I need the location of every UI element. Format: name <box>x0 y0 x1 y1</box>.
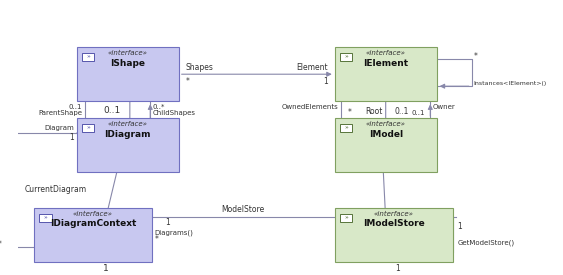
Text: Element: Element <box>297 63 328 72</box>
Text: Diagram: Diagram <box>44 125 74 131</box>
Text: Diagrams(): Diagrams() <box>155 229 194 236</box>
Text: *: * <box>474 52 477 61</box>
Text: 0..1: 0..1 <box>412 110 425 116</box>
Text: »: » <box>87 125 90 130</box>
Text: «interface»: «interface» <box>108 121 148 127</box>
Text: IModel: IModel <box>369 130 403 139</box>
Text: *: * <box>155 235 159 244</box>
Text: «interface»: «interface» <box>374 211 414 217</box>
Text: «interface»: «interface» <box>73 211 113 217</box>
Text: »: » <box>87 54 90 60</box>
Text: »: » <box>345 54 348 60</box>
Text: 1: 1 <box>395 263 400 273</box>
Text: 1: 1 <box>69 133 74 142</box>
Text: *: * <box>185 76 189 86</box>
FancyBboxPatch shape <box>82 53 95 61</box>
Text: GetModelStore(): GetModelStore() <box>457 240 514 246</box>
Text: IDiagramContext: IDiagramContext <box>50 219 136 229</box>
Text: IElement: IElement <box>363 59 408 68</box>
FancyBboxPatch shape <box>34 208 152 262</box>
FancyBboxPatch shape <box>77 47 179 101</box>
FancyBboxPatch shape <box>334 118 437 172</box>
Text: 1: 1 <box>103 264 109 273</box>
FancyBboxPatch shape <box>77 118 179 172</box>
Text: 1: 1 <box>166 218 170 227</box>
Text: Instances<IElement>(): Instances<IElement>() <box>474 81 547 86</box>
FancyBboxPatch shape <box>334 208 453 262</box>
FancyBboxPatch shape <box>340 214 352 222</box>
Text: 0..1: 0..1 <box>69 104 82 111</box>
Text: «interface»: «interface» <box>366 50 406 56</box>
Text: IShape: IShape <box>110 59 145 68</box>
Text: ModelStore: ModelStore <box>222 205 265 214</box>
FancyBboxPatch shape <box>82 124 95 132</box>
FancyBboxPatch shape <box>334 47 437 101</box>
Text: »: » <box>345 215 348 220</box>
Text: IDiagram: IDiagram <box>105 130 151 139</box>
Text: OwnedElements: OwnedElements <box>282 104 338 110</box>
Text: ParentShape: ParentShape <box>38 111 82 116</box>
Text: Owner: Owner <box>433 104 455 110</box>
Text: 1: 1 <box>457 222 462 231</box>
Text: «interface»: «interface» <box>366 121 406 127</box>
Text: Shapes: Shapes <box>185 63 213 72</box>
Text: CurrentDiagram: CurrentDiagram <box>25 185 87 194</box>
Text: *: * <box>0 240 2 249</box>
Text: «interface»: «interface» <box>108 50 148 56</box>
FancyBboxPatch shape <box>340 53 352 61</box>
Text: IModelStore: IModelStore <box>363 219 425 229</box>
FancyBboxPatch shape <box>39 214 51 222</box>
Text: Root: Root <box>365 107 382 116</box>
Text: »: » <box>43 215 47 220</box>
Text: ChildShapes: ChildShapes <box>153 111 196 116</box>
FancyBboxPatch shape <box>340 124 352 132</box>
Text: 0..*: 0..* <box>153 104 166 111</box>
Text: »: » <box>345 125 348 130</box>
Text: 0..1: 0..1 <box>103 106 120 115</box>
Text: 0..1: 0..1 <box>395 107 409 116</box>
Text: 1: 1 <box>324 76 328 86</box>
Text: *: * <box>347 108 351 117</box>
